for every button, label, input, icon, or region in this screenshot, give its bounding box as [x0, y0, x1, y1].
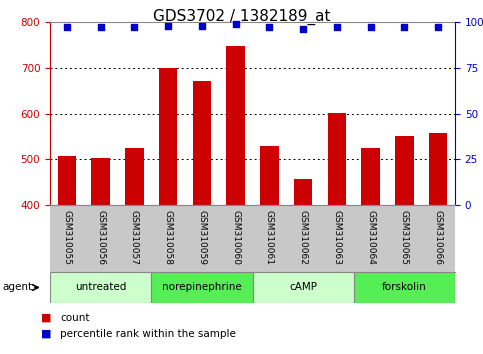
Point — [434, 25, 442, 30]
Bar — [354, 272, 455, 303]
Point — [299, 27, 307, 32]
Text: cAMP: cAMP — [289, 282, 317, 292]
Point — [97, 25, 104, 30]
Point — [400, 25, 408, 30]
Text: GSM310059: GSM310059 — [198, 210, 206, 266]
Bar — [91, 158, 110, 205]
Bar — [253, 272, 354, 303]
Point — [367, 25, 374, 30]
Bar — [429, 133, 447, 205]
Bar — [327, 113, 346, 205]
Point — [164, 23, 172, 28]
Bar — [50, 272, 151, 303]
Bar — [395, 136, 413, 205]
Text: untreated: untreated — [75, 282, 127, 292]
Text: GSM310060: GSM310060 — [231, 210, 240, 266]
Bar — [193, 81, 211, 205]
Text: agent: agent — [2, 282, 32, 292]
Text: GSM310061: GSM310061 — [265, 210, 274, 266]
Text: GSM310063: GSM310063 — [332, 210, 341, 266]
Bar — [57, 156, 76, 205]
Point — [333, 25, 341, 30]
Text: GSM310055: GSM310055 — [62, 210, 71, 266]
Text: GSM310062: GSM310062 — [298, 210, 308, 265]
Bar — [294, 179, 313, 205]
Point — [266, 25, 273, 30]
Text: GSM310058: GSM310058 — [164, 210, 172, 266]
Bar — [159, 68, 177, 205]
Bar — [361, 148, 380, 205]
Point — [232, 21, 240, 27]
Text: ■: ■ — [41, 329, 51, 339]
Bar — [125, 148, 143, 205]
Text: GSM310056: GSM310056 — [96, 210, 105, 266]
Text: GSM310057: GSM310057 — [130, 210, 139, 266]
Point — [63, 25, 71, 30]
Point — [130, 25, 138, 30]
Text: GSM310065: GSM310065 — [400, 210, 409, 266]
Bar — [260, 145, 279, 205]
Text: GSM310064: GSM310064 — [366, 210, 375, 265]
Text: forskolin: forskolin — [382, 282, 427, 292]
Text: count: count — [60, 313, 90, 323]
Text: GDS3702 / 1382189_at: GDS3702 / 1382189_at — [153, 9, 330, 25]
Text: GSM310066: GSM310066 — [434, 210, 442, 266]
Text: ■: ■ — [41, 313, 51, 323]
Text: percentile rank within the sample: percentile rank within the sample — [60, 329, 236, 339]
Point — [198, 23, 206, 28]
Bar — [227, 46, 245, 205]
Text: norepinephrine: norepinephrine — [162, 282, 242, 292]
Bar — [151, 272, 253, 303]
